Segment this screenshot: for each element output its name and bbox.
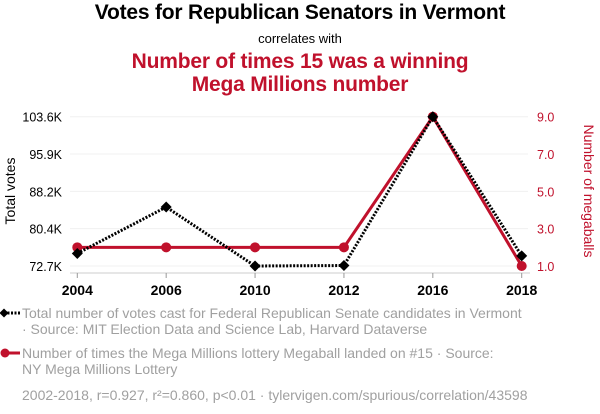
legend-text-line: Total number of votes cast for Federal R…: [22, 305, 522, 321]
point-total-votes: [249, 260, 261, 272]
right-tick-label: 1.0: [537, 260, 554, 274]
point-megaballs: [338, 242, 349, 253]
left-tick-label: 95.9K: [29, 148, 62, 162]
x-tick-label: 2018: [506, 282, 537, 298]
legend-text-line: · Source: MIT Election Data and Science …: [22, 321, 428, 337]
chart-subtitle-line1: Number of times 15 was a winning: [131, 50, 469, 73]
x-axis-ticks: 2004 2006 2010 2012 2016 2018: [62, 273, 537, 298]
chart-connector-text: correlates with: [258, 31, 342, 46]
x-tick-label: 2012: [328, 282, 359, 298]
chart-subtitle: Number of times 15 was a winning Mega Mi…: [0, 50, 600, 96]
legend-text-line: NY Mega Millions Lottery: [22, 361, 178, 377]
x-tick-label: 2016: [417, 282, 448, 298]
right-tick-label: 9.0: [537, 111, 554, 125]
series-total-votes: [71, 111, 528, 272]
right-tick-label: 5.0: [537, 185, 554, 199]
point-megaballs: [516, 261, 527, 271]
right-axis-ticks: 1.0 3.0 5.0 7.0 9.0: [537, 111, 554, 274]
point-megaballs: [161, 242, 172, 253]
chart-plot: 72.7K 80.4K 88.2K 95.9K 103.6K 1.0 3.0 5.0 7.0 9…: [2, 111, 597, 298]
x-tick-label: 2010: [239, 282, 270, 298]
x-tick-label: 2004: [62, 282, 93, 298]
chart-subtitle-line2: Mega Millions number: [191, 73, 409, 96]
footer-stats: 2002-2018, r=0.927, r²=0.860, p<0.01 · t…: [22, 387, 528, 403]
point-total-votes: [516, 250, 528, 262]
right-tick-label: 7.0: [537, 148, 554, 162]
gridlines: [70, 116, 528, 267]
left-tick-label: 103.6K: [22, 111, 62, 125]
x-tick-label: 2006: [151, 282, 182, 298]
left-tick-label: 72.7K: [29, 260, 62, 274]
point-total-votes: [160, 201, 172, 213]
right-tick-label: 3.0: [537, 223, 554, 237]
legend-text-total-votes: Total number of votes cast for Federal R…: [22, 305, 522, 337]
point-total-votes: [427, 111, 439, 123]
legend-circle-line-icon: [0, 348, 20, 358]
point-megaballs: [250, 242, 261, 253]
point-total-votes: [338, 260, 350, 272]
left-tick-label: 88.2K: [29, 185, 62, 199]
legend-text-megaballs: Number of times the Mega Millions lotter…: [22, 345, 494, 377]
point-total-votes: [71, 247, 83, 259]
legend-diamond-dotted-icon: [0, 308, 20, 318]
left-tick-label: 80.4K: [29, 223, 62, 237]
chart-title: Votes for Republican Senators in Vermont: [94, 1, 506, 24]
left-axis-label: Total votes: [2, 158, 18, 225]
right-axis-label: Number of megaballs: [581, 124, 597, 257]
left-axis-ticks: 72.7K 80.4K 88.2K 95.9K 103.6K: [22, 111, 62, 274]
legend-text-line: Number of times the Mega Millions lotter…: [22, 345, 494, 361]
point-megaballs: [72, 242, 83, 253]
